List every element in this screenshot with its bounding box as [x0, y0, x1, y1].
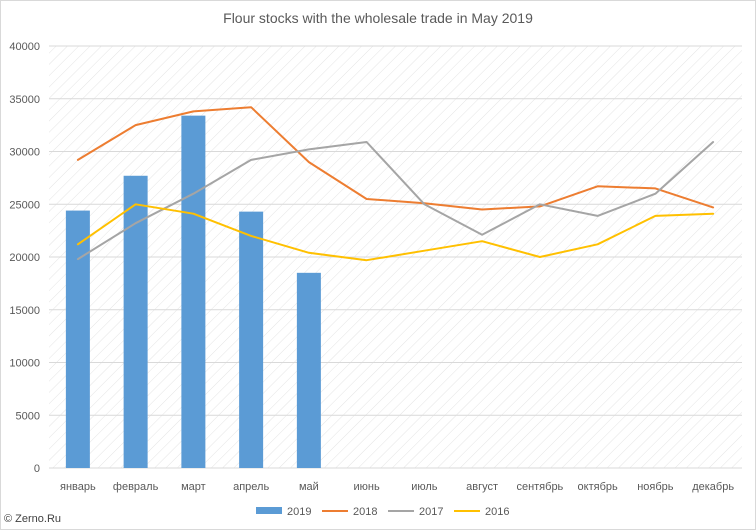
bar-2019-май	[296, 272, 321, 468]
legend-label-2017: 2017	[419, 506, 443, 518]
x-tick-label: апрель	[233, 481, 269, 493]
bar-series	[65, 115, 321, 468]
y-tick-label: 40000	[9, 41, 40, 53]
legend-label-2016: 2016	[485, 506, 509, 518]
chart-title: Flour stocks with the wholesale trade in…	[223, 10, 533, 26]
x-tick-label: декабрь	[692, 481, 734, 493]
bar-2019-январь	[65, 210, 90, 468]
legend: 2019 2018 2017 2016	[256, 506, 509, 518]
line-series-2017	[76, 141, 715, 261]
y-tick-label: 30000	[9, 147, 40, 159]
x-tick-label: май	[299, 481, 319, 493]
bar-2019-апрель	[239, 211, 264, 468]
x-tick-label: февраль	[113, 481, 159, 493]
bar-2019-февраль	[123, 175, 148, 468]
x-tick-label: август	[466, 481, 498, 493]
x-tick-label: ноябрь	[637, 481, 674, 493]
y-tick-label: 10000	[9, 358, 40, 370]
x-tick-label: октябрь	[578, 481, 618, 493]
y-tick-label: 35000	[9, 94, 40, 106]
y-tick-label: 15000	[9, 305, 40, 317]
x-tick-label: июль	[411, 481, 438, 493]
y-tick-label: 0	[34, 463, 40, 475]
y-axis-ticks: 0 5000 10000 15000 20000 25000 30000 35000 40000	[9, 41, 40, 475]
watermark-text: © Zerno.Ru	[4, 513, 61, 525]
x-tick-label: январь	[60, 481, 96, 493]
legend-label-2018: 2018	[353, 506, 377, 518]
x-tick-label: сентябрь	[516, 481, 563, 493]
line-series-2018	[76, 106, 715, 211]
legend-swatch-2019	[256, 507, 282, 514]
bar-2019-март	[181, 115, 206, 468]
x-tick-label: март	[181, 481, 206, 493]
x-tick-label: июнь	[354, 481, 380, 493]
y-tick-label: 5000	[16, 410, 40, 422]
y-tick-label: 25000	[9, 199, 40, 211]
legend-label-2019: 2019	[287, 506, 311, 518]
line-series	[76, 106, 715, 262]
line-series-2016	[76, 203, 715, 262]
x-axis-ticks: январь февраль март апрель май июнь июль август…	[60, 481, 734, 493]
y-tick-label: 20000	[9, 252, 40, 264]
